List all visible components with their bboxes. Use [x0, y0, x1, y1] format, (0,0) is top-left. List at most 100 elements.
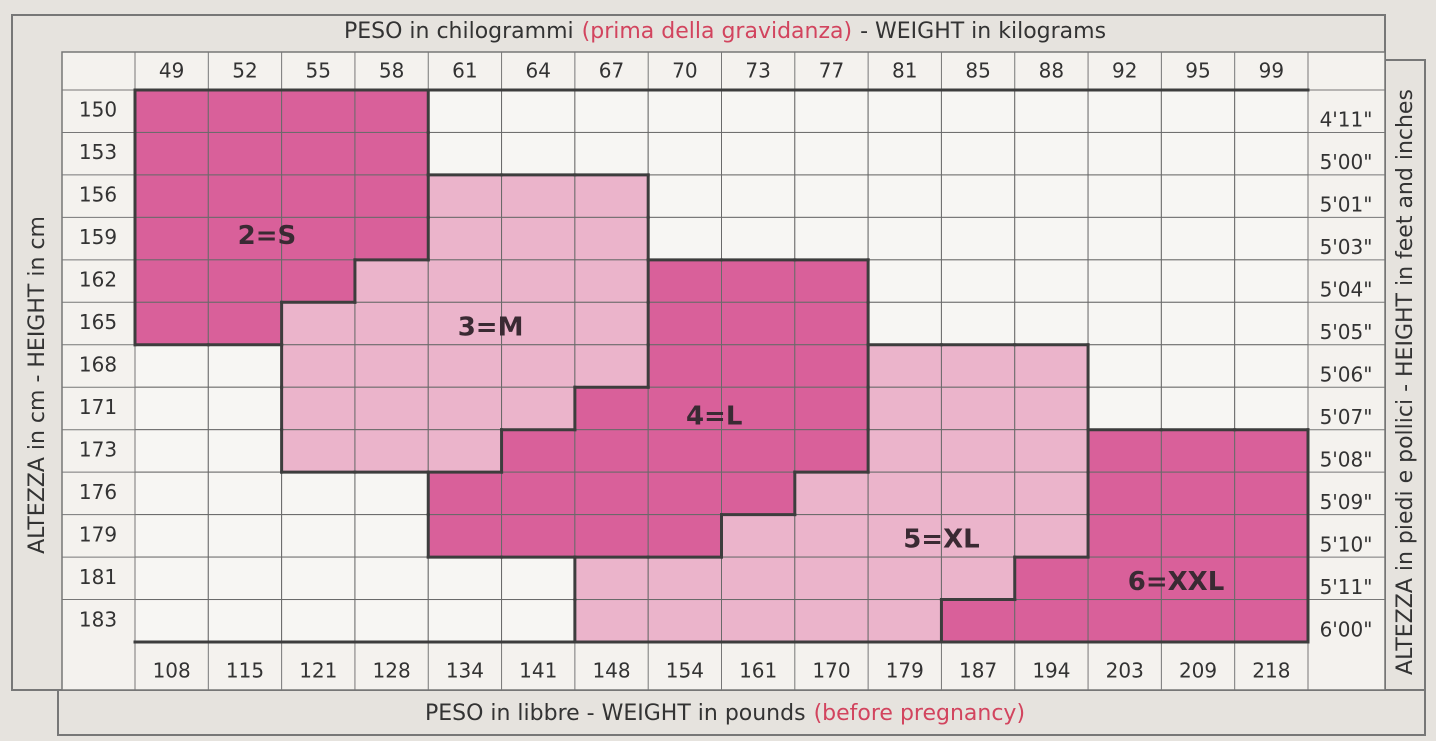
size-cell [1160, 556, 1236, 601]
lb-label: 179 [886, 659, 924, 683]
cm-label: 179 [79, 522, 117, 546]
size-cell [940, 386, 1016, 431]
size-cell [721, 301, 796, 346]
size-cell [1087, 259, 1162, 303]
size-cell [134, 344, 209, 388]
size-cell [1014, 89, 1089, 133]
size-cell [1014, 386, 1089, 431]
size-cell [1014, 429, 1089, 473]
size-cell [354, 429, 429, 473]
size-cell [1234, 471, 1309, 516]
size-cell [940, 89, 1016, 133]
size-cell [794, 174, 869, 218]
cm-label: 176 [79, 480, 117, 504]
size-cell [501, 174, 576, 218]
size-cell [867, 386, 942, 431]
size-cell [940, 471, 1016, 516]
size-cell [1087, 216, 1162, 261]
size-cell [207, 216, 283, 261]
size-cell [1014, 131, 1089, 176]
size-cell [574, 556, 649, 601]
top-title: PESO in chilogrammi (prima della gravidan… [344, 19, 1106, 44]
size-cell [721, 599, 796, 643]
size-cell [134, 599, 209, 643]
ft-label: 5'01" [1320, 193, 1373, 217]
lb-label: 187 [959, 659, 997, 683]
size-cell [354, 216, 429, 261]
size-cell [794, 386, 869, 431]
size-cell [647, 514, 722, 558]
size-cell [207, 301, 283, 346]
size-cell [354, 89, 429, 133]
size-cell [134, 301, 209, 346]
size-cell [1014, 259, 1089, 303]
size-cell [647, 386, 722, 431]
size-cell [427, 174, 503, 218]
size-cell [1014, 174, 1089, 218]
size-cell [501, 386, 576, 431]
size-cell [1160, 514, 1236, 558]
size-cell [207, 599, 283, 643]
ft-label: 5'06" [1320, 363, 1373, 387]
size-cell [1160, 131, 1236, 176]
ft-label: 5'05" [1320, 320, 1373, 344]
size-cell [354, 174, 429, 218]
cm-label: 183 [79, 607, 117, 631]
lb-label: 161 [739, 659, 777, 683]
size-cell [721, 259, 796, 303]
lb-label: 203 [1106, 659, 1144, 683]
ft-label: 5'03" [1320, 235, 1373, 259]
cm-label: 150 [79, 98, 117, 122]
size-cell [427, 259, 503, 303]
size-cell [867, 429, 942, 473]
cm-label: 171 [79, 395, 117, 419]
size-cell [354, 514, 429, 558]
size-cell [940, 556, 1016, 601]
size-cell [501, 131, 576, 176]
size-cell [794, 471, 869, 516]
size-cell [794, 259, 869, 303]
size-cell [574, 386, 649, 431]
size-cell [281, 429, 356, 473]
size-cell [1160, 216, 1236, 261]
size-cell [281, 599, 356, 643]
right-title: ALTEZZA in piedi e pollici - HEIGHT in f… [1393, 89, 1418, 675]
lb-label: 108 [153, 659, 191, 683]
size-cell [1234, 216, 1309, 261]
size-cell [1234, 131, 1309, 176]
lb-label: 121 [299, 659, 337, 683]
size-cell [574, 599, 649, 643]
size-cell [794, 216, 869, 261]
size-cell [354, 386, 429, 431]
size-cell [794, 429, 869, 473]
size-cell [794, 514, 869, 558]
size-cell [794, 599, 869, 643]
size-cell [427, 301, 503, 346]
size-cell [354, 259, 429, 303]
size-cell [427, 89, 503, 133]
size-cell [281, 386, 356, 431]
size-cell [721, 556, 796, 601]
cm-label: 156 [79, 183, 117, 207]
kg-label: 61 [452, 59, 477, 83]
lb-label: 154 [666, 659, 704, 683]
kg-label: 49 [159, 59, 184, 83]
ft-label: 5'07" [1320, 405, 1373, 429]
size-cell [940, 174, 1016, 218]
size-cell [1160, 471, 1236, 516]
size-label: 3=M [458, 312, 524, 342]
size-cell [721, 216, 796, 261]
size-cell [281, 89, 356, 133]
size-cell [940, 599, 1016, 643]
kg-label: 73 [745, 59, 770, 83]
size-cell [1160, 599, 1236, 643]
size-cell [501, 429, 576, 473]
size-cell [867, 89, 942, 133]
ft-label: 5'11" [1320, 575, 1373, 599]
ft-label: 4'11" [1320, 108, 1373, 132]
size-cell [207, 89, 283, 133]
size-cell [647, 89, 722, 133]
size-cell [134, 556, 209, 601]
size-cell [721, 344, 796, 388]
size-cell [207, 429, 283, 473]
